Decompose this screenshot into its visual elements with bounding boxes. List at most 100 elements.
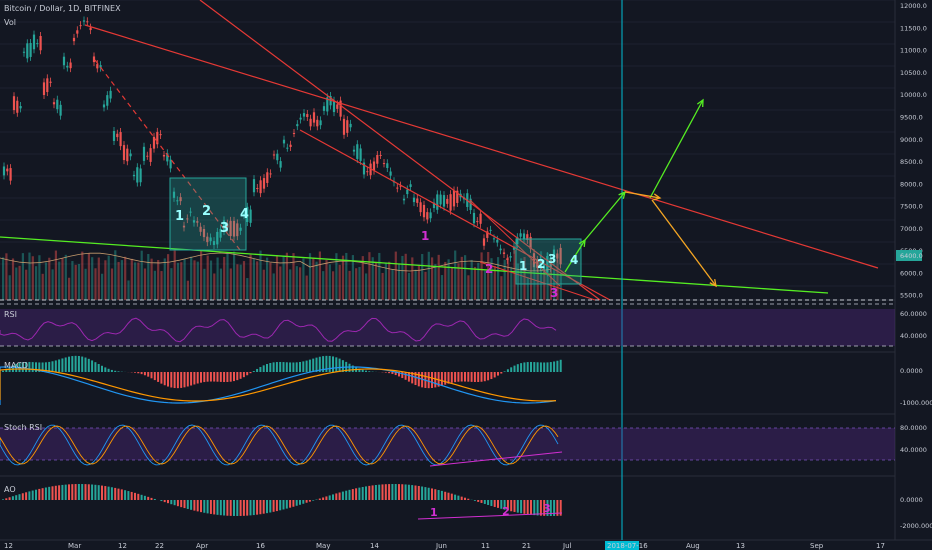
volume-bar [371,257,374,300]
volume-bar [87,252,90,300]
candle-body [52,102,56,105]
macd-hist-bar [269,362,272,372]
candle-body [296,124,299,127]
volume-bar [325,260,328,300]
macd-hist-bar [394,372,397,376]
macd-hist-bar [315,357,318,372]
candle-body [242,213,246,216]
candle-body [142,146,146,161]
macd-hist-bar [183,372,186,388]
volume-bar [556,259,559,300]
ao-bar [91,484,94,500]
candle-body [512,246,516,250]
ao-bar [101,485,103,500]
ao-bar [378,484,381,500]
candle-body [236,223,239,237]
x-tick-label: 16 [256,542,265,550]
x-tick-label: 14 [370,542,379,550]
x-tick-label: Jun [435,542,447,550]
stoch-band [0,428,895,460]
ao-bar [388,484,391,500]
volume-bar [54,250,57,300]
volume-bar [417,264,420,300]
ao-histogram [2,484,562,516]
volume-bar [193,260,196,300]
macd-hist-bar [176,372,179,389]
ao-bar [233,500,235,516]
ao-bar [209,500,212,514]
volume-bar [318,251,321,300]
macd-hist-bar [246,372,249,376]
candle-body [289,144,292,147]
candle-body [429,212,432,219]
macd-hist-bar [38,362,41,372]
candle-body [262,178,266,189]
price-tick-label: 9000.0 [900,136,923,144]
candle-body [259,180,262,194]
ao-bar [28,491,31,500]
projection-arrow-up-3 [649,99,704,199]
candle-body [469,198,472,211]
volume-bar [549,259,552,300]
macd-hist-bar [28,361,31,372]
ao-bar [440,490,443,500]
volume-bar [143,268,147,300]
volume-bar [341,255,345,300]
macd-hist-bar [140,372,143,375]
ao-bar [394,484,397,500]
ao-bar [242,500,245,516]
macd-hist-bar [157,372,160,382]
macd-hist-bar [196,372,199,384]
chart-title: Bitcoin / Dollar, 1D, BITFINEX [4,4,121,13]
x-tick-label: May [316,542,330,550]
volume-bar [391,269,394,300]
volume-bar [351,255,354,300]
ao-bar [543,500,546,516]
ao-bar [246,500,249,516]
volume-bar [134,262,137,300]
macd-hist-bar [285,362,288,372]
volume-bar [183,259,186,300]
volume-bar [506,257,510,300]
macd-hist-bar [470,372,473,382]
ao-bar [269,500,272,513]
channel-upper-line [199,0,601,301]
candle-body [136,167,139,183]
volume-bar [503,259,506,300]
ao-wave-label: 3 [543,502,551,515]
ao-bar [464,497,466,500]
price-tick-label: 10000.0 [900,91,927,99]
macd-hist-bar [167,372,169,387]
macd-hist-bar [5,368,8,372]
candle-body [132,174,136,177]
candle-body [326,97,329,112]
volume-bar [384,262,387,300]
ao-bar [176,500,179,507]
ao-bar [493,500,496,507]
volume-bar [21,253,24,300]
ao-bar [11,496,14,500]
volume-bar [2,257,5,300]
x-tick-label: 17 [876,542,885,550]
candle-body [292,132,296,134]
ao-bar [239,500,242,516]
candle-body [529,236,532,249]
volume-bar [348,270,351,300]
ao-bar [305,500,308,503]
volume-bar [279,266,282,300]
volume-bar [305,275,308,300]
ao-bar [533,500,536,516]
volume-bar [447,259,450,300]
volume-bar [242,261,246,300]
volume-bar [427,251,430,300]
wave-label-box2: 2 [537,257,545,271]
candle-body [492,238,496,240]
volume-bar [526,277,529,300]
macd-hist-bar [256,368,259,372]
candle-body [32,34,36,50]
ao-bar [536,500,539,516]
volume-bar [190,256,193,300]
price-tick-label: 11500.0 [900,24,927,32]
candle-body [46,78,49,93]
